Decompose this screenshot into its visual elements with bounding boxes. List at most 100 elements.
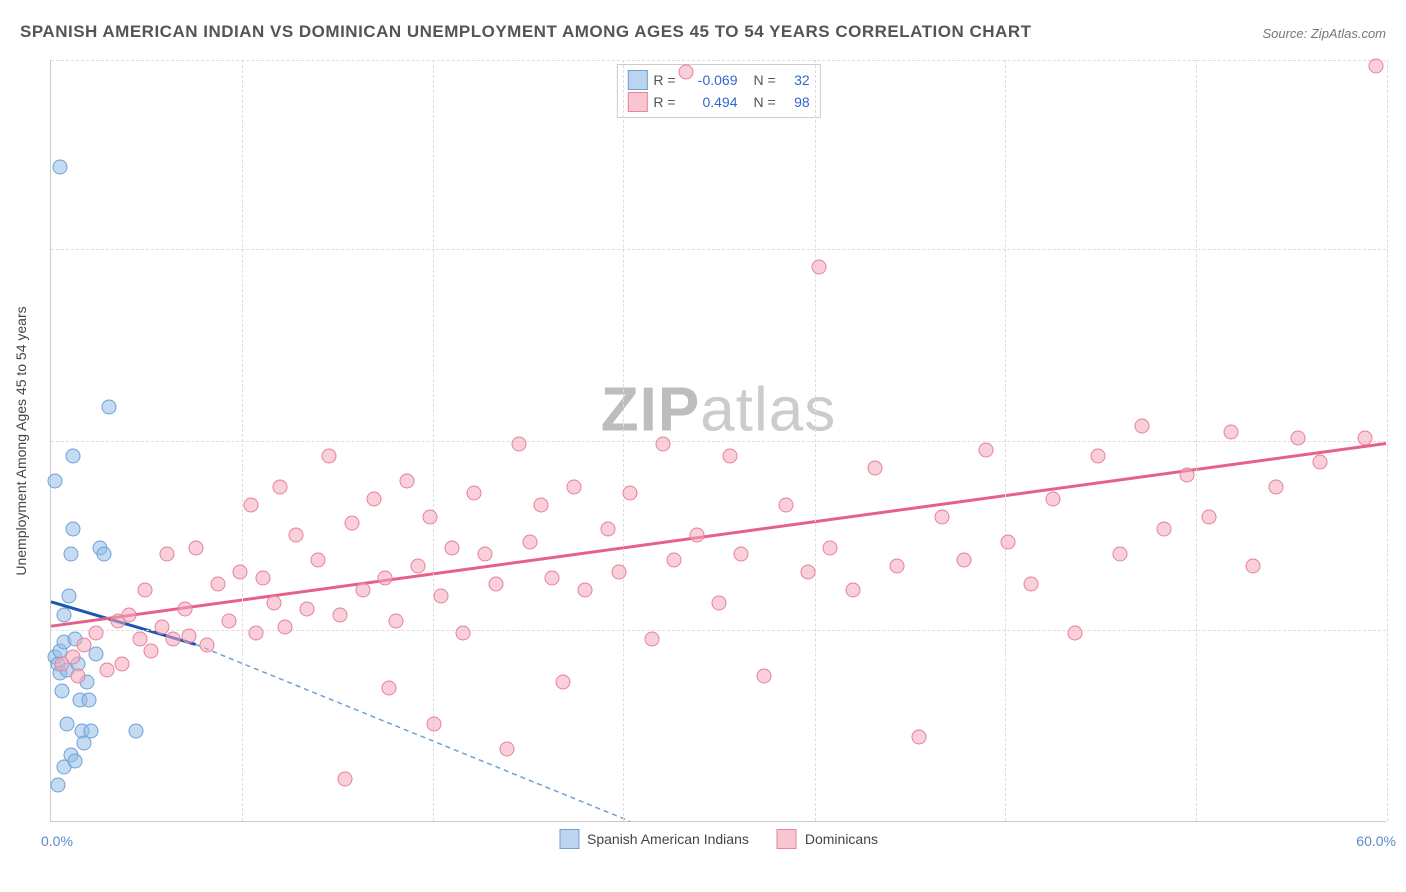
stats-N-label: N = bbox=[754, 94, 776, 110]
scatter-point bbox=[756, 668, 771, 683]
scatter-point bbox=[52, 159, 67, 174]
scatter-point bbox=[159, 546, 174, 561]
scatter-point bbox=[934, 510, 949, 525]
y-axis-title: Unemployment Among Ages 45 to 54 years bbox=[13, 306, 29, 575]
scatter-point bbox=[66, 522, 81, 537]
scatter-point bbox=[1246, 558, 1261, 573]
scatter-point bbox=[556, 674, 571, 689]
scatter-point bbox=[337, 772, 352, 787]
scatter-point bbox=[656, 437, 671, 452]
stats-N-label: N = bbox=[754, 72, 776, 88]
scatter-point bbox=[255, 571, 270, 586]
scatter-point bbox=[578, 583, 593, 598]
scatter-point bbox=[222, 613, 237, 628]
stats-N-value: 32 bbox=[782, 72, 810, 88]
scatter-point bbox=[211, 577, 226, 592]
scatter-point bbox=[366, 491, 381, 506]
scatter-chart: Unemployment Among Ages 45 to 54 years Z… bbox=[50, 60, 1386, 822]
scatter-point bbox=[166, 632, 181, 647]
x-axis-max-label: 60.0% bbox=[1356, 833, 1396, 849]
legend-swatch bbox=[627, 92, 647, 112]
scatter-point bbox=[622, 485, 637, 500]
scatter-point bbox=[489, 577, 504, 592]
scatter-point bbox=[70, 668, 85, 683]
scatter-point bbox=[1357, 430, 1372, 445]
gridline-v bbox=[815, 60, 816, 821]
scatter-point bbox=[115, 656, 130, 671]
scatter-point bbox=[433, 589, 448, 604]
scatter-point bbox=[1313, 455, 1328, 470]
scatter-point bbox=[611, 565, 626, 580]
scatter-point bbox=[1268, 479, 1283, 494]
scatter-point bbox=[1090, 449, 1105, 464]
scatter-point bbox=[1201, 510, 1216, 525]
scatter-point bbox=[1179, 467, 1194, 482]
scatter-point bbox=[61, 589, 76, 604]
gridline-v bbox=[242, 60, 243, 821]
scatter-point bbox=[273, 479, 288, 494]
stats-R-label: R = bbox=[653, 72, 675, 88]
stats-legend: R =-0.069N =32R =0.494N =98 bbox=[616, 64, 820, 118]
scatter-point bbox=[355, 583, 370, 598]
scatter-point bbox=[66, 449, 81, 464]
scatter-point bbox=[382, 680, 397, 695]
scatter-point bbox=[467, 485, 482, 500]
scatter-point bbox=[48, 473, 63, 488]
scatter-point bbox=[867, 461, 882, 476]
scatter-point bbox=[812, 260, 827, 275]
scatter-point bbox=[311, 552, 326, 567]
scatter-point bbox=[378, 571, 393, 586]
legend-swatch bbox=[627, 70, 647, 90]
scatter-point bbox=[57, 607, 72, 622]
scatter-point bbox=[97, 546, 112, 561]
scatter-point bbox=[956, 552, 971, 567]
scatter-point bbox=[322, 449, 337, 464]
scatter-point bbox=[233, 565, 248, 580]
scatter-point bbox=[50, 778, 65, 793]
scatter-point bbox=[1046, 491, 1061, 506]
scatter-point bbox=[88, 626, 103, 641]
scatter-point bbox=[533, 498, 548, 513]
stats-legend-row: R = 0.494 N = 98 bbox=[627, 91, 809, 113]
gridline-h bbox=[51, 441, 1386, 442]
legend-swatch bbox=[559, 829, 579, 849]
scatter-point bbox=[128, 723, 143, 738]
scatter-point bbox=[511, 437, 526, 452]
scatter-point bbox=[199, 638, 214, 653]
scatter-point bbox=[979, 443, 994, 458]
scatter-point bbox=[344, 516, 359, 531]
scatter-point bbox=[845, 583, 860, 598]
scatter-point bbox=[1068, 626, 1083, 641]
scatter-point bbox=[444, 540, 459, 555]
scatter-point bbox=[155, 619, 170, 634]
scatter-point bbox=[288, 528, 303, 543]
gridline-v bbox=[1005, 60, 1006, 821]
scatter-point bbox=[478, 546, 493, 561]
scatter-point bbox=[300, 601, 315, 616]
gridline-h bbox=[51, 60, 1386, 61]
stats-R-label: R = bbox=[653, 94, 675, 110]
scatter-point bbox=[66, 650, 81, 665]
scatter-point bbox=[455, 626, 470, 641]
scatter-point bbox=[600, 522, 615, 537]
scatter-point bbox=[712, 595, 727, 610]
scatter-point bbox=[64, 546, 79, 561]
scatter-point bbox=[1135, 418, 1150, 433]
legend-swatch bbox=[777, 829, 797, 849]
scatter-point bbox=[244, 498, 259, 513]
scatter-point bbox=[678, 65, 693, 80]
stats-legend-row: R =-0.069N =32 bbox=[627, 69, 809, 91]
scatter-point bbox=[1001, 534, 1016, 549]
series-legend: Spanish American IndiansDominicans bbox=[559, 829, 878, 849]
scatter-point bbox=[182, 629, 197, 644]
legend-label: Dominicans bbox=[805, 831, 878, 847]
gridline-h bbox=[51, 249, 1386, 250]
scatter-point bbox=[77, 638, 92, 653]
scatter-point bbox=[1112, 546, 1127, 561]
scatter-point bbox=[55, 683, 70, 698]
stats-N-value: 98 bbox=[782, 94, 810, 110]
scatter-point bbox=[144, 644, 159, 659]
source-attribution: Source: ZipAtlas.com bbox=[1262, 26, 1386, 41]
stats-R-value: 0.494 bbox=[682, 94, 738, 110]
scatter-point bbox=[99, 662, 114, 677]
